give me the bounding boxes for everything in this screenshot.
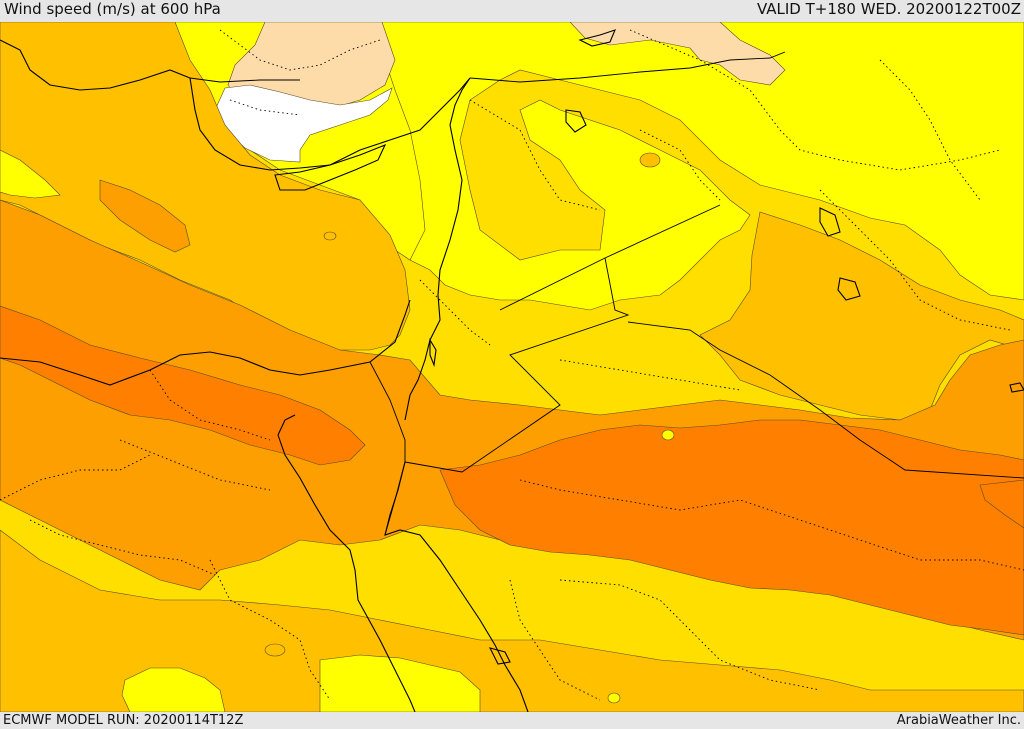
coast-red-sea-island [488, 647, 511, 665]
map-header: Wind speed (m/s) at 600 hPa VALID T+180 … [0, 0, 1024, 22]
wind-speed-map[interactable] [0, 22, 1024, 712]
map-footer: ECMWF MODEL RUN: 20200114T12Z ArabiaWeat… [0, 712, 1024, 729]
coast-lake-2 [819, 207, 841, 237]
band-amber-east [699, 211, 1024, 421]
band-yellow-south-2 [319, 654, 481, 712]
contour-islet-1 [639, 152, 661, 168]
map-svg [0, 22, 1024, 712]
band-dark-orange-west [0, 305, 366, 466]
band-dark-orange-east [439, 419, 1024, 636]
coast-turkey-south [189, 77, 471, 171]
coast-east-edge [1009, 382, 1024, 393]
coastlines [0, 29, 1024, 712]
band-orange-blob [99, 179, 191, 253]
coast-egypt-north [0, 299, 411, 386]
band-yellow-south-1 [121, 667, 226, 712]
contour-islet-4 [607, 692, 621, 704]
band-peach-northeast [569, 22, 786, 86]
coast-northeast-lake [578, 29, 616, 47]
coast-cyprus [274, 143, 387, 191]
coast-gulf-of-aqaba [384, 461, 529, 712]
model-run: ECMWF MODEL RUN: 20200114T12Z [3, 713, 244, 728]
national-borders [189, 51, 1024, 536]
coast-lake-3 [837, 277, 861, 301]
contour-islet-2 [661, 429, 675, 441]
coast-dead-sea [429, 338, 437, 368]
coast-sinai-west [277, 414, 296, 436]
coast-levant [404, 77, 471, 421]
band-amber-south [0, 529, 1024, 712]
coast-gulf-of-suez [277, 434, 416, 712]
admin-borders [0, 29, 1024, 701]
coast-lake-1 [565, 109, 587, 133]
valid-time: VALID T+180 WED. 20200122T00Z [756, 0, 1021, 18]
contour-islet-3 [264, 643, 286, 657]
contour-islet-5 [323, 231, 337, 241]
band-dark-orange-patch [979, 479, 1024, 529]
band-yellow-west [0, 149, 61, 199]
credit: ArabiaWeather Inc. [896, 713, 1021, 728]
coast-northwest [0, 39, 191, 91]
map-title: Wind speed (m/s) at 600 hPa [4, 0, 221, 18]
